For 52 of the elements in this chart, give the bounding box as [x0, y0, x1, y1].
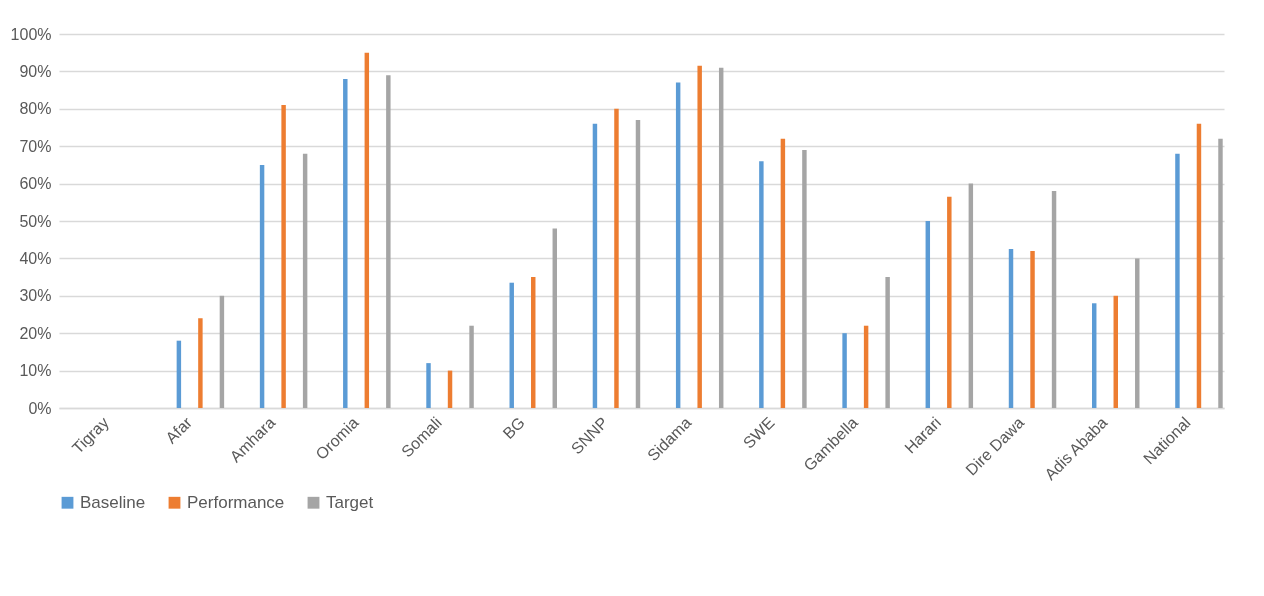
bar	[718, 67, 724, 408]
legend-label: Target	[326, 492, 374, 512]
bar	[1135, 258, 1140, 408]
bar	[1218, 138, 1223, 408]
bar	[1030, 250, 1035, 408]
bar	[1008, 249, 1014, 408]
bar	[259, 164, 265, 408]
y-tick-label: 20%	[19, 324, 52, 342]
bar	[614, 108, 619, 408]
bar	[198, 318, 203, 408]
bar	[780, 138, 786, 408]
bar	[675, 82, 681, 408]
bar	[842, 333, 847, 408]
y-tick-label: 70%	[19, 137, 52, 155]
bar	[469, 325, 474, 408]
bar	[759, 161, 764, 408]
bar	[509, 282, 514, 408]
bar	[947, 196, 952, 408]
bar	[592, 123, 598, 408]
bar	[302, 153, 308, 408]
bar	[552, 228, 557, 408]
y-tick-label: 80%	[19, 100, 52, 118]
x-tick-label: BG	[499, 413, 528, 443]
y-tick-label: 0%	[28, 399, 52, 417]
bar	[386, 75, 391, 408]
bar	[281, 105, 286, 408]
y-tick-label: 100%	[10, 25, 52, 43]
bar	[802, 149, 807, 408]
legend-label: Baseline	[80, 492, 146, 512]
bar	[531, 277, 536, 408]
bar	[343, 78, 348, 408]
y-tick-label: 40%	[19, 249, 52, 267]
bar	[1196, 123, 1202, 408]
bar	[635, 120, 641, 408]
bar	[364, 52, 370, 408]
bar	[697, 65, 702, 408]
bar	[1113, 295, 1118, 408]
legend-label: Performance	[187, 492, 285, 512]
y-tick-label: 50%	[19, 212, 52, 230]
y-tick-label: 60%	[19, 175, 52, 193]
y-tick-label: 90%	[19, 62, 52, 80]
y-tick-label: 30%	[19, 287, 52, 305]
bar	[925, 221, 931, 408]
bar	[1092, 303, 1097, 408]
bar	[1051, 191, 1057, 408]
bar	[219, 295, 225, 408]
bar	[885, 277, 890, 408]
x-tick-label: Afar	[162, 413, 196, 447]
bar	[426, 363, 431, 408]
y-tick-label: 10%	[19, 362, 52, 380]
bar	[968, 183, 974, 408]
bar	[1175, 153, 1180, 408]
